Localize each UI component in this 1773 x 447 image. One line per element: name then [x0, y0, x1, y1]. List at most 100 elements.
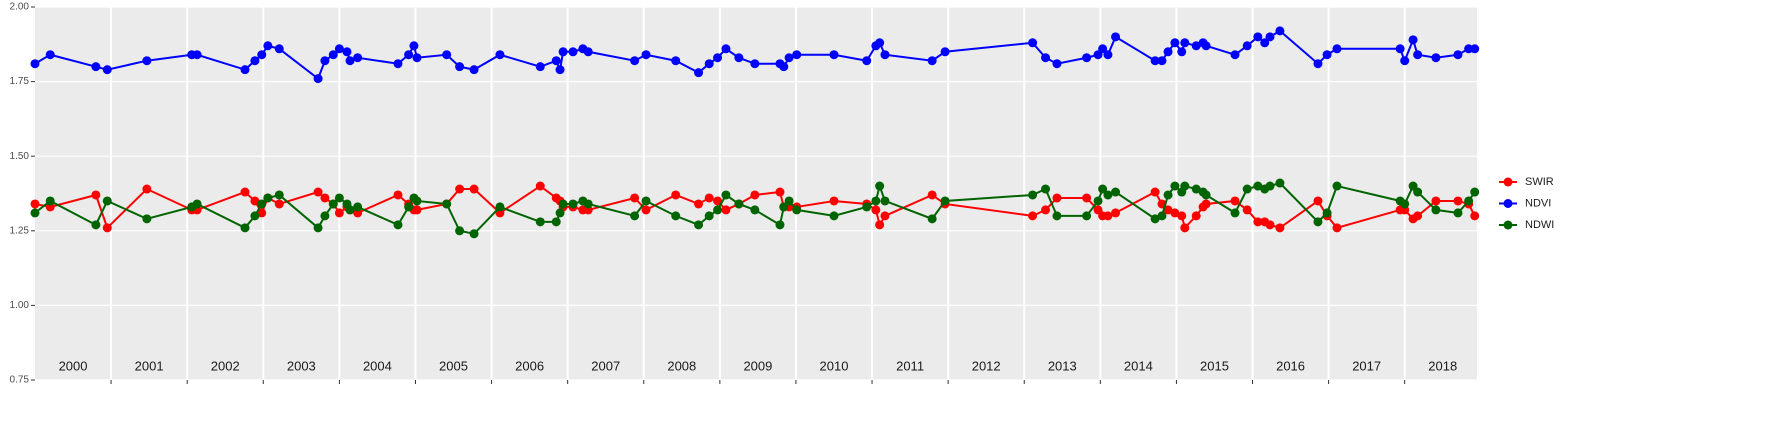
- point: [694, 199, 704, 209]
- y-tick-label: 0.75: [10, 375, 30, 386]
- year-label: 2018: [1428, 358, 1457, 373]
- point: [45, 50, 55, 60]
- point: [558, 199, 568, 209]
- point: [257, 208, 267, 218]
- point: [829, 211, 839, 221]
- point: [1028, 190, 1038, 200]
- y-tick-label: 1.50: [10, 151, 30, 162]
- year-label: 2006: [515, 358, 544, 373]
- point: [734, 53, 744, 63]
- point: [775, 220, 785, 230]
- point: [871, 205, 881, 215]
- point: [880, 50, 890, 60]
- point: [875, 181, 885, 191]
- year-label: 2000: [59, 358, 88, 373]
- point: [102, 223, 112, 233]
- year-label: 2007: [591, 358, 620, 373]
- point: [1052, 211, 1062, 221]
- point: [1191, 41, 1201, 51]
- point: [1111, 187, 1121, 197]
- point: [1150, 214, 1160, 224]
- point: [829, 196, 839, 206]
- point: [1201, 199, 1211, 209]
- point: [1470, 211, 1480, 221]
- point: [240, 187, 250, 197]
- point: [257, 199, 267, 209]
- point: [263, 41, 273, 51]
- point: [1332, 223, 1342, 233]
- point: [263, 193, 273, 203]
- point: [1093, 196, 1103, 206]
- point: [192, 199, 202, 209]
- point: [1408, 35, 1418, 45]
- point: [102, 196, 112, 206]
- point: [1157, 56, 1167, 66]
- point: [784, 53, 794, 63]
- point: [250, 196, 260, 206]
- point: [792, 205, 802, 215]
- point: [1180, 223, 1190, 233]
- point: [1230, 196, 1240, 206]
- point: [1265, 32, 1275, 42]
- point: [91, 220, 101, 230]
- year-label: 2015: [1200, 358, 1229, 373]
- point: [583, 47, 593, 57]
- point: [412, 196, 422, 206]
- point: [404, 50, 414, 60]
- point: [1052, 193, 1062, 203]
- point: [1041, 205, 1051, 215]
- point: [334, 193, 344, 203]
- point: [775, 187, 785, 197]
- point: [927, 214, 937, 224]
- point: [1170, 181, 1180, 191]
- point: [583, 199, 593, 209]
- point: [1413, 187, 1423, 197]
- point: [641, 205, 651, 215]
- year-label: 2010: [820, 358, 849, 373]
- point: [1098, 44, 1108, 54]
- point: [1265, 220, 1275, 230]
- year-label: 2001: [135, 358, 164, 373]
- year-label: 2003: [287, 358, 316, 373]
- point: [1103, 190, 1113, 200]
- point: [1177, 211, 1187, 221]
- point: [1150, 56, 1160, 66]
- point: [1230, 208, 1240, 218]
- y-tick-label: 1.25: [10, 225, 30, 236]
- point: [1242, 41, 1252, 51]
- point: [102, 65, 112, 75]
- point: [30, 199, 40, 209]
- point: [535, 181, 545, 191]
- point: [551, 217, 561, 227]
- point: [1275, 178, 1285, 188]
- year-label: 2016: [1276, 358, 1305, 373]
- y-tick-label: 1.75: [10, 76, 30, 87]
- point: [353, 53, 363, 63]
- point: [328, 199, 338, 209]
- point: [1163, 205, 1173, 215]
- point: [412, 53, 422, 63]
- point: [1275, 26, 1285, 36]
- year-label: 2004: [363, 358, 392, 373]
- point: [1431, 196, 1441, 206]
- point: [250, 211, 260, 221]
- point: [393, 59, 403, 69]
- point: [927, 56, 937, 66]
- point: [875, 38, 885, 48]
- point: [671, 211, 681, 221]
- point: [713, 205, 723, 215]
- point: [1400, 56, 1410, 66]
- point: [721, 190, 731, 200]
- point: [1322, 50, 1332, 60]
- point: [1191, 184, 1201, 194]
- point: [1180, 181, 1190, 191]
- point: [630, 193, 640, 203]
- point: [1201, 190, 1211, 200]
- point: [927, 190, 937, 200]
- point: [192, 50, 202, 60]
- point: [871, 196, 881, 206]
- point: [630, 56, 640, 66]
- point: [750, 190, 760, 200]
- point: [704, 211, 714, 221]
- point: [404, 202, 414, 212]
